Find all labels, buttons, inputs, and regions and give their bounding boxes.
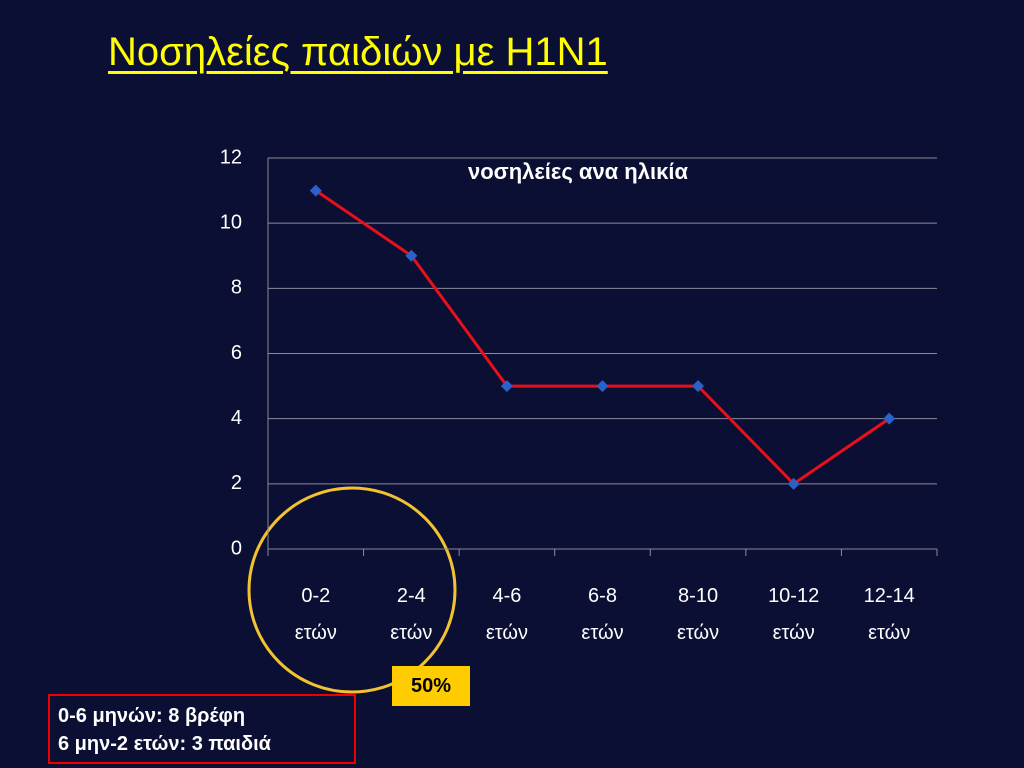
y-tick-label: 6 (231, 342, 242, 364)
data-point (692, 380, 705, 393)
y-tick-label: 0 (231, 537, 242, 559)
data-point (405, 249, 418, 262)
data-point (309, 184, 322, 197)
y-tick-label: 10 (220, 211, 242, 233)
x-tick-label: 6-8 ετών (581, 585, 624, 644)
y-tick-label: 4 (231, 407, 242, 429)
highlight-label: 50% (392, 666, 470, 706)
data-point (500, 380, 513, 393)
highlight-circle (247, 486, 457, 694)
x-tick-label: 0-2 ετών (294, 585, 337, 644)
note-line: 0-6 μηνών: 8 βρέφη (58, 705, 246, 727)
data-point (787, 477, 800, 490)
data-line (314, 189, 891, 486)
y-tick-label: 8 (231, 277, 242, 299)
x-tick-label: 8-10 ετών (676, 585, 720, 644)
y-tick-label: 2 (231, 472, 242, 494)
data-point (596, 380, 609, 393)
data-point (883, 412, 896, 425)
x-tick-label: 12-14 ετών (863, 585, 915, 644)
note-line: 6 μην-2 ετών: 3 παιδιά (58, 733, 271, 755)
y-tick-label: 12 (220, 146, 242, 168)
note-box: 0-6 μηνών: 8 βρέφη 6 μην-2 ετών: 3 παιδι… (48, 694, 356, 764)
chart-title: νοσηλείες ανα ηλικία (468, 159, 689, 184)
x-tick-label: 10-12 ετών (768, 585, 820, 644)
slide-title: Νοσηλείες παιδιών με H1N1 (108, 30, 608, 74)
x-tick-label: 4-6 ετών (485, 585, 528, 644)
x-tick-label: 2-4 ετών (390, 585, 433, 644)
